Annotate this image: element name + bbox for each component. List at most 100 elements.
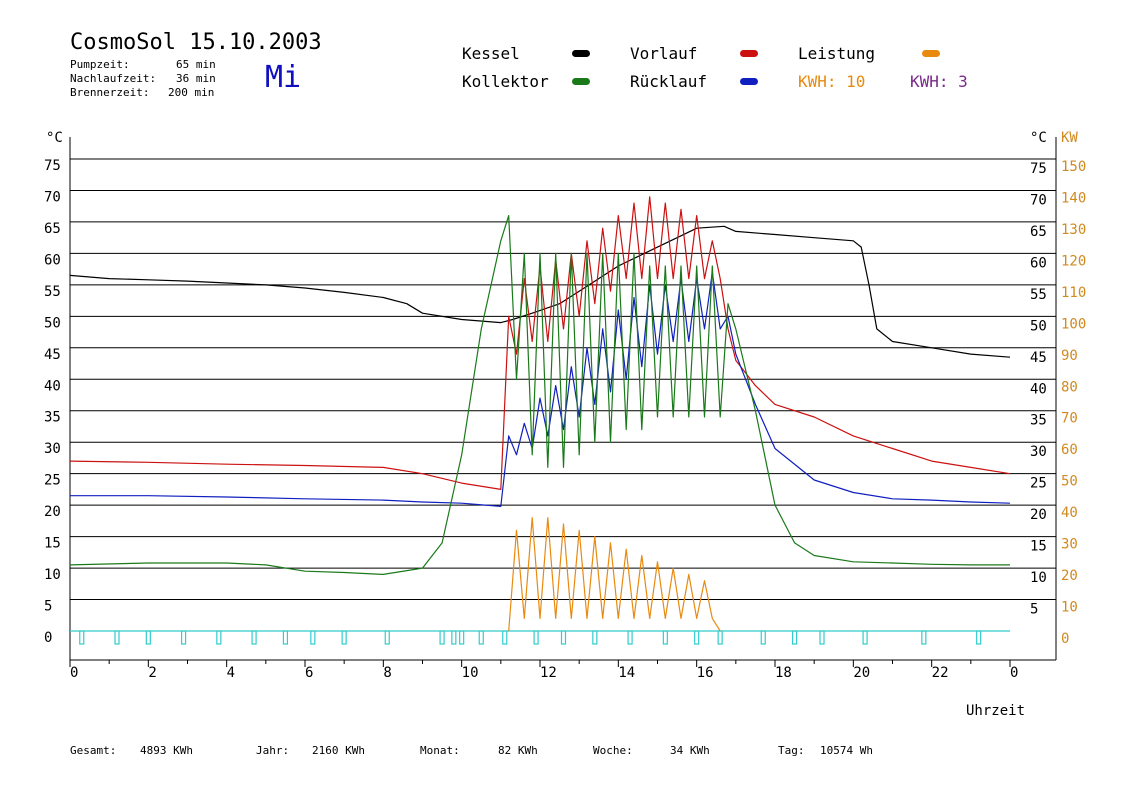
y-tick-label-left: 70	[44, 189, 61, 205]
y-tick-label-right: 25	[1030, 476, 1047, 492]
y-tick-label-left: 10	[44, 567, 61, 583]
series-line-kollektor	[69, 215, 1010, 576]
cyan-marker	[341, 630, 347, 645]
x-tick-label: 18	[775, 665, 792, 681]
y-tick-label-left: 55	[44, 284, 61, 300]
legend-kollektor-swatch	[572, 78, 590, 85]
y-tick-label-left: 20	[44, 504, 61, 520]
y-tick-label-kw: 120	[1061, 253, 1086, 269]
x-tick-label: 16	[697, 665, 714, 681]
cyan-marker	[216, 630, 222, 645]
x-tick-label: 0	[1010, 665, 1018, 681]
y-tick-label-right: 15	[1030, 539, 1047, 555]
y-tick-label-right: 20	[1030, 507, 1047, 523]
ylabel-right: °C	[1030, 130, 1047, 146]
y-tick-label-left: 75	[44, 158, 61, 174]
y-tick-label-left: 5	[44, 599, 52, 615]
cyan-marker	[694, 630, 700, 645]
cyan-marker	[976, 630, 982, 645]
ylabel-left: °C	[46, 130, 63, 146]
legend-kessel-swatch	[572, 50, 590, 57]
cyan-marker	[819, 630, 825, 645]
y-tick-label-left: 50	[44, 315, 61, 331]
y-tick-label-right: 65	[1030, 224, 1047, 240]
x-axis-label: Uhrzeit	[966, 703, 1025, 719]
x-tick-label: 20	[853, 665, 870, 681]
footer-gesamt-value: 4893 KWh	[140, 744, 193, 757]
y-tick-label-right: 5	[1030, 602, 1038, 618]
stat-brennerzeit-value: 200 min	[168, 86, 215, 99]
cyan-marker	[760, 630, 766, 645]
legend-kwh-purple: KWH: 3	[910, 72, 968, 91]
y-tick-label-kw: 70	[1061, 411, 1078, 427]
y-tick-label-right: 50	[1030, 318, 1047, 334]
footer-monat-label: Monat:	[420, 744, 460, 757]
legend-ruecklauf-label: Rücklauf	[630, 72, 708, 91]
legend-vorlauf-swatch	[740, 50, 758, 57]
series-line-vorlauf	[69, 196, 1011, 490]
y-tick-label-kw: 130	[1061, 222, 1086, 238]
y-tick-label-left: 65	[44, 221, 61, 237]
cyan-marker	[310, 630, 316, 645]
cyan-marker	[791, 630, 798, 645]
y-tick-label-right: 70	[1030, 192, 1047, 208]
cyan-marker	[451, 630, 457, 645]
y-tick-label-kw: 10	[1061, 600, 1078, 616]
y-tick-label-right: 75	[1030, 161, 1047, 177]
legend-vorlauf-label: Vorlauf	[630, 44, 698, 63]
footer-tag-value: 10574 Wh	[820, 744, 873, 757]
footer-woche-label: Woche:	[593, 744, 633, 757]
footer-woche-value: 34 KWh	[670, 744, 710, 757]
y-tick-label-kw: 110	[1061, 285, 1086, 301]
cyan-marker	[662, 630, 668, 645]
x-tick-label: 6	[305, 665, 313, 681]
y-tick-label-right: 30	[1030, 444, 1047, 460]
y-tick-label-left: 30	[44, 441, 61, 457]
y-tick-label-kw: 140	[1061, 190, 1086, 206]
cyan-marker	[862, 630, 868, 645]
y-tick-label-right: 45	[1030, 350, 1047, 366]
y-tick-label-right: 10	[1030, 570, 1047, 586]
weekday-label: Mi	[265, 60, 302, 95]
legend-leistung-label: Leistung	[798, 44, 876, 63]
series-line-leistung	[508, 517, 721, 632]
y-tick-label-kw: 20	[1061, 568, 1078, 584]
stat-brennerzeit-label: Brennerzeit:	[70, 86, 150, 99]
cyan-marker	[921, 630, 927, 645]
cyan-marker	[79, 630, 85, 645]
cyan-marker	[384, 630, 390, 645]
cyan-marker	[180, 630, 187, 645]
y-tick-label-kw: 80	[1061, 379, 1078, 395]
x-tick-label: 0	[70, 665, 78, 681]
y-tick-label-kw: 30	[1061, 537, 1078, 553]
y-tick-label-kw: 40	[1061, 505, 1078, 521]
y-tick-label-kw: 50	[1061, 474, 1078, 490]
y-tick-label-right: 35	[1030, 413, 1047, 429]
y-tick-label-kw: 100	[1061, 316, 1086, 332]
cyan-marker	[282, 630, 289, 645]
y-tick-label-kw: 0	[1061, 631, 1069, 647]
footer-jahr-label: Jahr:	[256, 744, 290, 757]
cyan-marker	[459, 630, 465, 645]
x-tick-label: 22	[932, 665, 949, 681]
cyan-marker	[592, 630, 598, 645]
cyan-marker	[717, 630, 723, 645]
y-tick-label-kw: 60	[1061, 442, 1078, 458]
stat-nachlaufzeit-label: Nachlaufzeit:	[70, 72, 157, 85]
series-line-ruecklauf	[70, 271, 1011, 507]
y-tick-label-left: 45	[44, 347, 61, 363]
footer-gesamt-label: Gesamt:	[70, 744, 117, 757]
footer-monat-value: 82 KWh	[498, 744, 538, 757]
x-tick-label: 14	[618, 665, 635, 681]
x-tick-label: 2	[148, 665, 156, 681]
stat-pumpzeit-value: 65 min	[176, 58, 216, 71]
cyan-marker	[533, 630, 539, 645]
x-tick-label: 10	[462, 665, 479, 681]
x-tick-label: 12	[540, 665, 557, 681]
chart-title: CosmoSol 15.10.2003	[70, 30, 322, 55]
y-tick-label-left: 35	[44, 410, 61, 426]
stat-pumpzeit-label: Pumpzeit:	[70, 58, 130, 71]
legend-leistung-swatch	[922, 50, 940, 57]
y-tick-label-kw: 150	[1061, 159, 1086, 175]
